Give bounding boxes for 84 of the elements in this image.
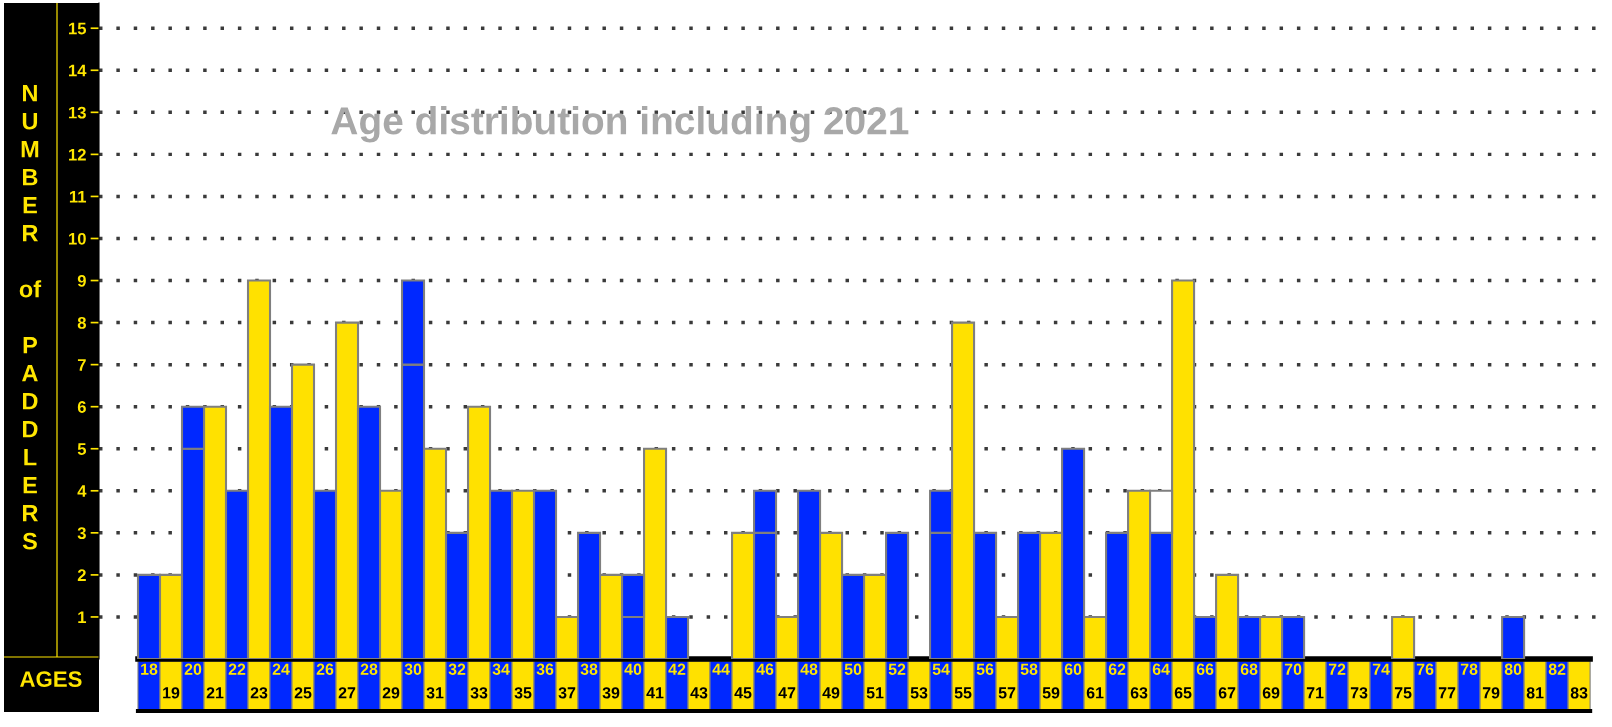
x-tick-label: 53: [910, 687, 928, 699]
x-tick-label: 78: [1460, 663, 1478, 675]
x-tick-label: 62: [1108, 663, 1126, 675]
x-tick-label: 67: [1218, 687, 1236, 699]
x-tick-label: 51: [866, 687, 884, 699]
x-tick-label: 82: [1548, 663, 1566, 675]
x-axis-title: AGES: [20, 671, 82, 687]
x-tick-label: 21: [206, 687, 224, 699]
x-tick-label: 45: [734, 687, 752, 699]
x-tick-label: 41: [646, 687, 664, 699]
y-tick-label: 15: [69, 22, 87, 35]
x-tick-label: 81: [1526, 687, 1544, 699]
x-tick-label: 49: [822, 687, 840, 699]
x-tick-label: 39: [602, 687, 620, 699]
x-tick-label: 70: [1284, 663, 1302, 675]
y-tick-label: 5: [77, 443, 87, 455]
x-tick-label: 66: [1196, 663, 1214, 675]
x-tick-label: 59: [1042, 687, 1060, 699]
x-tick-label: 71: [1306, 687, 1324, 699]
text: NUMBER of PADDLERS: [19, 85, 42, 550]
y-tick-label: 1: [78, 611, 87, 623]
x-tick-label: 44: [712, 663, 730, 675]
x-tick-label: 19: [163, 687, 180, 699]
x-tick-label: 31: [426, 687, 444, 699]
x-tick-label: 24: [272, 663, 290, 675]
x-tick-label: 79: [1482, 687, 1500, 699]
x-tick-label: 36: [536, 663, 554, 675]
x-tick-label: 57: [998, 687, 1016, 699]
y-tick-label: 2: [77, 569, 86, 581]
x-tick-label: 48: [800, 663, 818, 675]
x-tick-label: 47: [778, 687, 796, 699]
x-tick-label: 50: [844, 663, 862, 675]
x-tick-label: 38: [580, 663, 598, 675]
x-tick-label: 77: [1438, 687, 1456, 699]
x-tick-label: 54: [932, 663, 950, 675]
y-tick-label: 4: [77, 485, 87, 497]
x-tick-label: 56: [976, 663, 994, 675]
x-tick-label: 20: [184, 663, 202, 675]
x-tick-label: 55: [954, 687, 972, 699]
x-tick-label: 34: [492, 663, 510, 675]
y-tick-label: 10: [69, 232, 86, 245]
x-tick-label: 52: [888, 663, 906, 675]
x-tick-label: 68: [1240, 663, 1258, 675]
x-tick-label: 40: [624, 663, 642, 675]
x-tick-label: 32: [448, 663, 466, 675]
y-tick-label: 14: [69, 64, 87, 77]
y-tick-label: 7: [77, 359, 86, 371]
x-tick-label: 64: [1152, 663, 1170, 675]
x-tick-label: 72: [1328, 663, 1346, 675]
x-tick-label: 63: [1130, 687, 1148, 699]
x-tick-label: 61: [1086, 687, 1104, 699]
y-tick-label: 8: [77, 316, 86, 329]
text: Age distribution including 2021: [331, 106, 909, 143]
x-tick-label: 33: [470, 687, 488, 699]
x-tick-label: 27: [338, 687, 356, 699]
x-tick-label: 42: [668, 663, 686, 675]
x-tick-label: 28: [360, 663, 378, 675]
x-tick-label: 26: [316, 663, 334, 675]
y-tick-label: 3: [77, 527, 86, 540]
x-tick-label: 73: [1350, 687, 1368, 699]
x-tick-label: 74: [1372, 663, 1390, 675]
x-tick-label: 18: [141, 663, 158, 675]
x-tick-label: 37: [558, 687, 576, 699]
x-tick-label: 80: [1504, 663, 1522, 675]
x-tick-label: 75: [1394, 687, 1412, 699]
x-tick-label: 58: [1020, 663, 1038, 675]
x-tick-label: 22: [228, 663, 246, 675]
x-tick-label: 30: [404, 663, 422, 675]
y-tick-label: 12: [69, 148, 86, 161]
y-tick-label: 11: [69, 191, 87, 203]
y-tick-label: 9: [77, 274, 86, 287]
x-tick-label: 46: [756, 663, 774, 675]
y-tick-label: 13: [69, 106, 86, 119]
x-tick-label: 65: [1174, 687, 1192, 699]
x-tick-label: 60: [1064, 663, 1082, 675]
x-tick-label: 25: [294, 687, 312, 699]
x-tick-label: 35: [514, 687, 532, 699]
x-tick-label: 76: [1416, 663, 1434, 675]
x-tick-label: 43: [690, 687, 708, 699]
y-tick-label: 6: [77, 401, 86, 413]
x-tick-label: 29: [382, 687, 400, 699]
x-tick-label: 23: [250, 687, 268, 699]
x-tick-label: 69: [1262, 687, 1280, 699]
x-tick-label: 83: [1570, 687, 1588, 699]
